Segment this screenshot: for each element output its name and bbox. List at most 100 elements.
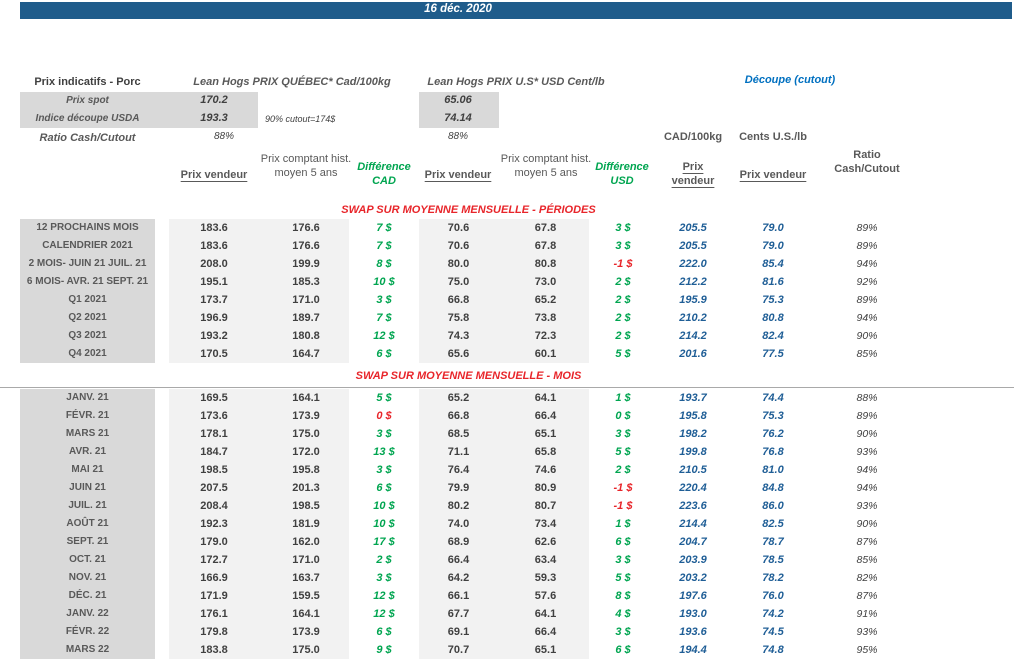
col-header-difference-cad: Différence CAD <box>357 161 411 187</box>
ratio-cash-cutout-value: 94% <box>856 482 878 494</box>
cutout-usd-value: 86.0 <box>762 500 784 512</box>
difference-cad-value: 12 $ <box>373 608 395 620</box>
prix-vendeur-cad-value: 166.9 <box>200 572 228 584</box>
prix-vendeur-cad-value: 171.9 <box>200 590 228 602</box>
prix-comptant-cad-value: 175.0 <box>292 644 320 656</box>
row-label: MARS 22 <box>65 644 110 655</box>
row-label: JUIL. 21 <box>68 500 107 511</box>
difference-cad-value: 8 $ <box>376 258 392 270</box>
difference-usd-value: 1 $ <box>615 518 631 530</box>
prix-comptant-cad-value: 173.9 <box>292 626 320 638</box>
cutout-usd-value: 75.3 <box>762 410 784 422</box>
cutout-usd-value: 79.0 <box>762 240 784 252</box>
table-row: AVR. 21 184.7 172.0 13 $ 71.1 65.8 5 $ 199.8 76.… <box>20 443 917 461</box>
prix-comptant-usd-value: 74.6 <box>534 464 557 476</box>
prix-comptant-cad-value: 159.5 <box>292 590 320 602</box>
prix-vendeur-cad-value: 170.5 <box>200 348 228 360</box>
ratio-cash-cutout-value: 89% <box>856 240 878 252</box>
prix-comptant-cad-value: 185.3 <box>292 276 320 288</box>
col-header-prix-vendeur-cad: Prix vendeur <box>180 169 248 181</box>
spot-cad-value: 170.2 <box>200 94 228 106</box>
prix-vendeur-usd-value: 76.4 <box>447 464 470 476</box>
difference-usd-value: -1 $ <box>613 482 633 494</box>
cutout-usd-value: 85.4 <box>762 258 784 270</box>
row-label: DÉC. 21 <box>68 590 107 601</box>
cutout-cad-value: 195.8 <box>679 410 707 422</box>
difference-usd-value: -1 $ <box>613 500 633 512</box>
difference-cad-value: 13 $ <box>373 446 395 458</box>
prix-comptant-cad-value: 163.7 <box>292 572 320 584</box>
difference-usd-value: 0 $ <box>615 410 631 422</box>
cutout-usd-value: 84.8 <box>762 482 784 494</box>
prix-vendeur-cad-value: 198.5 <box>200 464 228 476</box>
difference-cad-value: 0 $ <box>376 410 392 422</box>
difference-usd-value: 4 $ <box>615 608 631 620</box>
table-row: Q1 2021 173.7 171.0 3 $ 66.8 65.2 2 $ 195.9 75.3… <box>20 291 917 309</box>
cutout-cad-value: 194.4 <box>679 644 707 656</box>
row-label: NOV. 21 <box>68 572 107 583</box>
prix-comptant-cad-value: 176.6 <box>292 222 320 234</box>
prix-comptant-cad-value: 189.7 <box>292 312 320 324</box>
prix-vendeur-usd-value: 75.8 <box>447 312 470 324</box>
cutout-usd-value: 78.5 <box>762 554 784 566</box>
usd-band <box>419 219 589 363</box>
cutout-usd-value: 74.4 <box>762 392 784 404</box>
cad-band <box>169 389 349 659</box>
prix-comptant-cad-value: 164.1 <box>292 608 320 620</box>
cutout-cad-value: 203.9 <box>679 554 707 566</box>
prix-vendeur-cad-value: 172.7 <box>200 554 228 566</box>
prix-comptant-usd-value: 73.4 <box>534 518 557 530</box>
cutout-cad-value: 223.6 <box>679 500 707 512</box>
cutout-usd-value: 80.8 <box>762 312 784 324</box>
prix-vendeur-usd-value: 70.6 <box>447 240 470 252</box>
prix-vendeur-cad-value: 183.6 <box>200 222 228 234</box>
prix-vendeur-cad-value: 173.6 <box>200 410 228 422</box>
col-header-cutout-usd: Prix vendeur <box>739 169 807 181</box>
row-label: FÉVR. 22 <box>65 626 110 637</box>
prix-comptant-usd-value: 62.6 <box>534 536 557 548</box>
label-band <box>20 219 155 363</box>
cutout-cad-value: 204.7 <box>679 536 707 548</box>
prix-vendeur-usd-value: 68.5 <box>447 428 470 440</box>
prix-comptant-usd-value: 65.2 <box>534 294 557 306</box>
table-row: JANV. 21 169.5 164.1 5 $ 65.2 64.1 1 $ 193.7 74.… <box>20 389 917 407</box>
prix-comptant-cad-value: 171.0 <box>292 294 320 306</box>
cutout-cad-value: 197.6 <box>679 590 707 602</box>
difference-cad-value: 6 $ <box>376 482 392 494</box>
cutout-usd-value: 77.5 <box>762 348 784 360</box>
prix-vendeur-usd-value: 65.2 <box>447 392 470 404</box>
ratio-cash-cutout-value: 94% <box>856 464 878 476</box>
difference-cad-value: 7 $ <box>376 222 392 234</box>
prix-comptant-usd-value: 63.4 <box>534 554 557 566</box>
prix-comptant-usd-value: 73.8 <box>534 312 557 324</box>
table-row: CALENDRIER 2021 183.6 176.6 7 $ 70.6 67.8 3 $ 2… <box>20 237 917 255</box>
difference-usd-value: 3 $ <box>615 626 631 638</box>
row-label: OCT. 21 <box>69 554 106 565</box>
table-row: Q4 2021 170.5 164.7 6 $ 65.6 60.1 5 $ 201.6 77.5… <box>20 345 917 363</box>
ratio-cash-cutout-value: 89% <box>856 222 878 234</box>
cutout-cad-value: 205.5 <box>679 222 707 234</box>
difference-cad-value: 9 $ <box>376 644 392 656</box>
prix-comptant-usd-value: 67.8 <box>534 222 557 234</box>
table-row: FÉVR. 21 173.6 173.9 0 $ 66.8 66.4 0 $ 195.8 75.… <box>20 407 917 425</box>
prix-comptant-usd-value: 66.4 <box>534 410 557 422</box>
prix-vendeur-cad-value: 208.4 <box>200 500 228 512</box>
difference-cad-value: 3 $ <box>376 294 392 306</box>
usd-band <box>419 389 589 659</box>
prix-vendeur-cad-value: 179.0 <box>200 536 228 548</box>
prix-comptant-cad-value: 195.8 <box>292 464 320 476</box>
prix-vendeur-cad-value: 195.1 <box>200 276 228 288</box>
cutout-usd-value: 74.5 <box>762 626 784 638</box>
difference-cad-value: 3 $ <box>376 572 392 584</box>
prix-vendeur-usd-value: 66.8 <box>447 294 470 306</box>
prix-vendeur-cad-value: 183.8 <box>200 644 228 656</box>
cutout-usd-value: 76.0 <box>762 590 784 602</box>
cutout-cad-value: 205.5 <box>679 240 707 252</box>
prix-comptant-cad-value: 175.0 <box>292 428 320 440</box>
ratio-cash-cutout-value: 93% <box>856 626 878 638</box>
difference-usd-value: 2 $ <box>615 330 631 342</box>
prix-vendeur-cad-value: 173.7 <box>200 294 228 306</box>
prix-vendeur-usd-value: 80.0 <box>447 258 470 270</box>
cutout-usd-value: 81.6 <box>762 276 784 288</box>
